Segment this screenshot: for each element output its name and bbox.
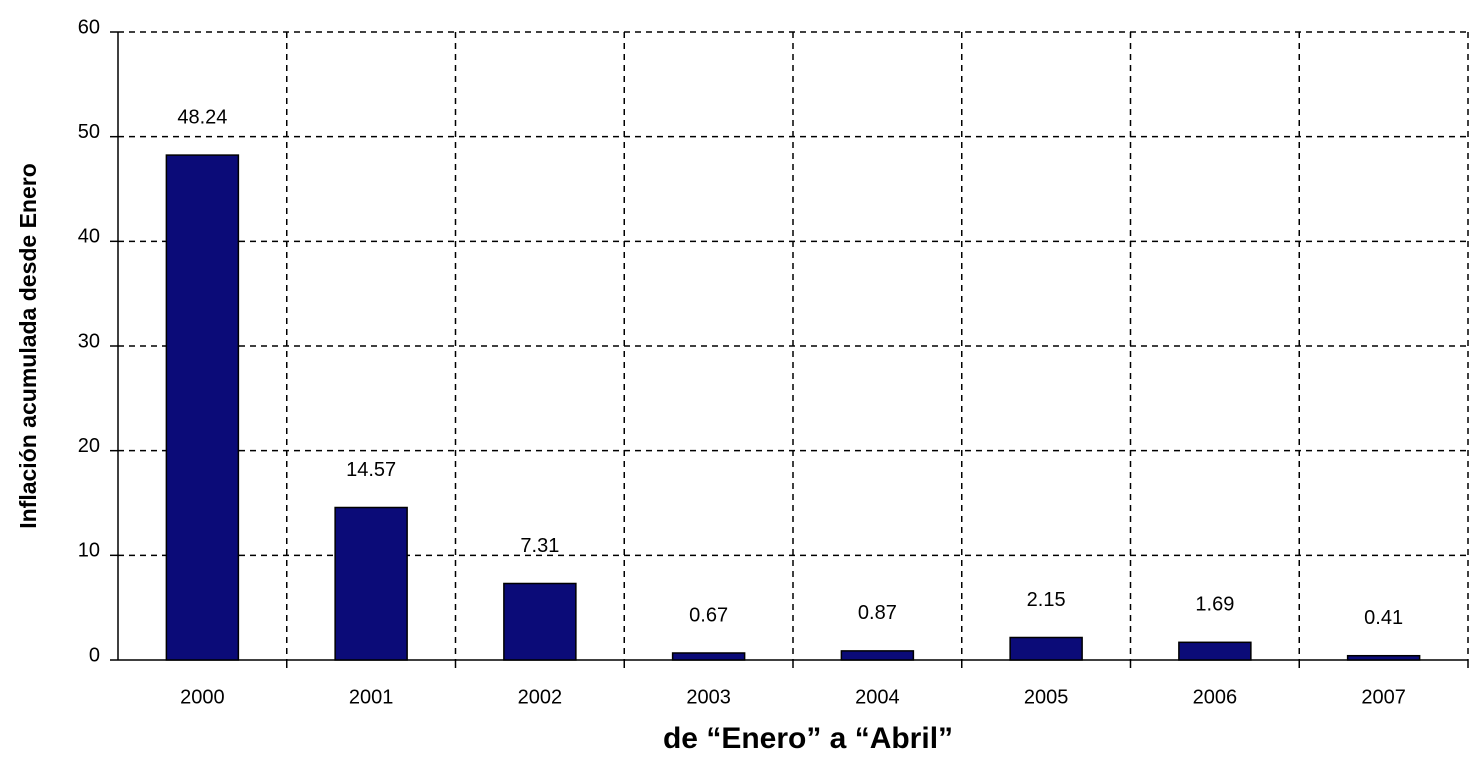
x-tick-label: 2003 — [686, 686, 731, 708]
bar — [165, 154, 240, 661]
bar — [1009, 636, 1083, 661]
x-tick-label: 2005 — [1024, 686, 1069, 708]
y-tick-label: 10 — [78, 540, 100, 562]
x-tick-label: 2007 — [1361, 686, 1406, 708]
data-label: 0.87 — [858, 602, 897, 624]
bar — [503, 582, 577, 661]
y-tick-label: 60 — [78, 16, 100, 38]
data-label: 0.41 — [1364, 607, 1403, 629]
data-label: 1.69 — [1195, 594, 1234, 616]
data-label: 7.31 — [520, 535, 559, 557]
bar — [1346, 654, 1421, 661]
y-tick-label: 40 — [78, 226, 100, 248]
bar — [1178, 641, 1252, 661]
bar — [671, 652, 746, 661]
y-tick-label: 20 — [78, 435, 100, 457]
data-label: 2.15 — [1027, 589, 1066, 611]
bar — [334, 506, 408, 661]
x-tick-label: 2004 — [855, 686, 900, 708]
bar — [840, 650, 915, 661]
y-tick-label: 30 — [78, 330, 100, 352]
x-tick-label: 2002 — [518, 686, 563, 708]
x-tick-label: 2000 — [180, 686, 225, 708]
y-axis-label: Inflación acumulada desde Enero — [15, 163, 41, 529]
data-label: 14.57 — [346, 459, 396, 481]
y-tick-label: 0 — [89, 644, 100, 666]
x-axis-label: de “Enero” a “Abril” — [663, 722, 953, 755]
y-tick-label: 50 — [78, 121, 100, 143]
data-label: 0.67 — [689, 604, 728, 626]
x-tick-label: 2006 — [1193, 686, 1238, 708]
data-label: 48.24 — [177, 106, 227, 128]
x-tick-label: 2001 — [349, 686, 394, 708]
